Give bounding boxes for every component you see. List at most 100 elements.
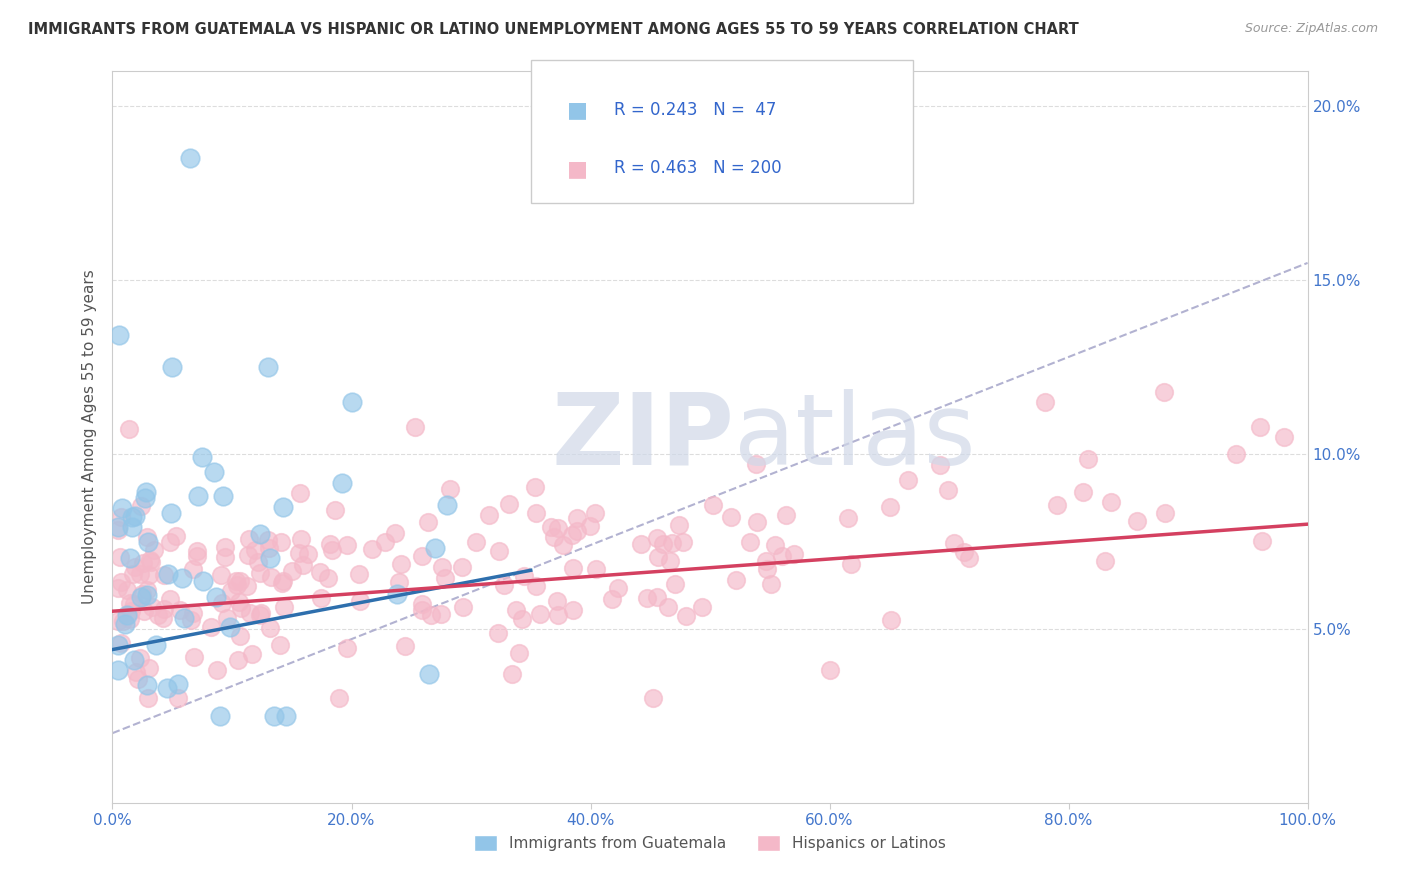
Point xyxy=(249,526,271,541)
Point xyxy=(107,520,129,534)
Point xyxy=(127,672,149,686)
Point xyxy=(1094,554,1116,568)
Point xyxy=(540,520,562,534)
Point xyxy=(526,579,548,593)
Point xyxy=(1076,452,1098,467)
Point xyxy=(675,609,697,624)
Point xyxy=(745,458,768,472)
Point xyxy=(110,636,132,650)
Point xyxy=(219,620,242,634)
Point xyxy=(645,590,668,604)
Point xyxy=(226,578,249,592)
Point xyxy=(416,515,439,529)
Point xyxy=(756,562,779,576)
Point xyxy=(1073,485,1095,500)
Text: ZIP: ZIP xyxy=(551,389,734,485)
Point xyxy=(659,554,682,568)
Point xyxy=(630,537,652,551)
Point xyxy=(394,639,416,653)
Point xyxy=(292,558,315,573)
Y-axis label: Unemployment Among Ages 55 to 59 years: Unemployment Among Ages 55 to 59 years xyxy=(82,269,97,605)
Point xyxy=(211,489,233,503)
Point xyxy=(107,663,129,677)
Point xyxy=(111,500,134,515)
Point xyxy=(186,549,208,564)
Point xyxy=(818,664,841,678)
Point xyxy=(579,519,602,533)
Point xyxy=(156,566,179,581)
Point xyxy=(107,523,129,537)
Point xyxy=(166,677,188,691)
Point xyxy=(249,607,271,622)
Point xyxy=(661,535,683,549)
Point xyxy=(122,567,145,582)
Point xyxy=(226,653,249,667)
Point xyxy=(494,578,516,592)
Point xyxy=(290,532,312,546)
Text: IMMIGRANTS FROM GUATEMALA VS HISPANIC OR LATINO UNEMPLOYMENT AMONG AGES 55 TO 59: IMMIGRANTS FROM GUATEMALA VS HISPANIC OR… xyxy=(28,22,1078,37)
Point xyxy=(129,650,152,665)
Point xyxy=(389,557,412,571)
Point xyxy=(236,548,259,562)
Point xyxy=(131,587,153,601)
Point xyxy=(259,622,281,636)
Point xyxy=(543,530,565,544)
Point xyxy=(214,549,236,564)
Point xyxy=(159,591,181,606)
Point xyxy=(553,538,575,552)
Point xyxy=(152,611,174,625)
Point xyxy=(120,604,142,618)
Point xyxy=(565,511,588,525)
Point xyxy=(270,534,292,549)
Point xyxy=(439,483,461,497)
Point xyxy=(738,535,761,549)
Point xyxy=(110,550,132,565)
Point xyxy=(131,500,153,514)
Point xyxy=(125,665,148,679)
Point xyxy=(1126,514,1149,528)
Point xyxy=(567,524,589,538)
Point xyxy=(423,541,446,555)
Point xyxy=(952,545,974,559)
Point xyxy=(180,613,202,627)
Point xyxy=(169,603,191,617)
Point xyxy=(880,613,903,627)
Point xyxy=(308,566,330,580)
Point xyxy=(1153,506,1175,520)
Point xyxy=(319,537,342,551)
Point xyxy=(724,573,747,587)
Point xyxy=(336,640,359,655)
Point xyxy=(246,555,269,569)
Point xyxy=(897,473,920,487)
Point xyxy=(388,574,411,589)
Point xyxy=(259,541,281,556)
Point xyxy=(132,604,155,618)
Point xyxy=(340,395,363,409)
Point xyxy=(505,603,527,617)
Point xyxy=(434,571,457,585)
Point xyxy=(138,660,160,674)
Point xyxy=(120,612,142,626)
Point xyxy=(651,537,673,551)
Point xyxy=(879,500,901,515)
Point xyxy=(478,508,501,522)
Point xyxy=(263,708,285,723)
Point xyxy=(943,536,966,550)
Point xyxy=(287,546,309,560)
Point xyxy=(136,678,159,692)
Point xyxy=(702,498,724,512)
Point xyxy=(136,588,159,602)
Point xyxy=(114,617,136,632)
Point xyxy=(1101,494,1123,508)
Point xyxy=(110,510,132,524)
Point xyxy=(191,450,214,464)
Point xyxy=(936,483,959,497)
Point xyxy=(115,583,138,598)
Point xyxy=(115,607,138,622)
Point xyxy=(928,458,950,472)
Point xyxy=(1153,384,1175,399)
Point xyxy=(583,507,606,521)
Point xyxy=(524,506,547,520)
Point xyxy=(839,557,862,571)
Point xyxy=(498,498,520,512)
